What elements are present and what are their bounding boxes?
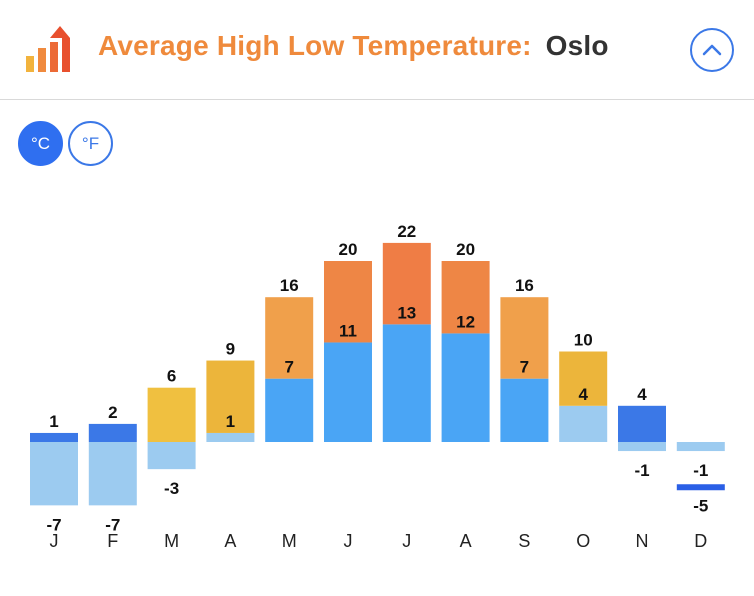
low-bar [441, 333, 490, 442]
low-value-label: -1 [634, 461, 649, 480]
high-bar [382, 242, 431, 325]
low-bar [382, 324, 431, 442]
temperature-chart: 1-7J2-7F6-3M91A167M2011J2213J2012A167S10… [30, 222, 725, 551]
low-value-label: 13 [397, 303, 416, 322]
high-bar [265, 297, 314, 379]
low-bar [265, 378, 314, 442]
high-bar [559, 351, 608, 406]
low-value-label: 7 [284, 358, 293, 377]
high-value-label: 20 [339, 240, 358, 259]
low-bar [147, 442, 196, 470]
low-value-label: 7 [520, 358, 529, 377]
bar-chart-up-arrow-icon [26, 26, 70, 72]
collapse-button[interactable] [690, 28, 734, 72]
high-value-label: 20 [456, 240, 475, 259]
high-value-label: 16 [515, 276, 534, 295]
month-tick-label: J [50, 531, 59, 551]
high-value-label: 1 [49, 412, 58, 431]
chevron-up-icon [702, 44, 722, 56]
fahrenheit-toggle-button[interactable]: °F [68, 121, 113, 166]
low-value-label: 11 [339, 321, 357, 340]
high-value-label: 10 [574, 331, 593, 350]
celsius-toggle-button[interactable]: °C [18, 121, 63, 166]
low-value-label: -7 [105, 515, 120, 534]
city-name: Oslo [545, 30, 609, 61]
low-value-label: -3 [164, 479, 179, 498]
high-bar [30, 432, 78, 442]
high-bar [88, 423, 137, 442]
month-tick-label: M [282, 531, 297, 551]
low-value-label: 1 [226, 412, 235, 431]
month-tick-label: A [224, 531, 236, 551]
month-tick-label: F [107, 531, 118, 551]
high-bar [618, 405, 666, 442]
high-value-label: 16 [280, 276, 299, 295]
high-value-label: 4 [637, 385, 647, 404]
month-tick-label: A [460, 531, 472, 551]
low-value-label: 12 [456, 312, 475, 331]
high-value-label: 2 [108, 403, 117, 422]
high-bar [147, 387, 196, 442]
high-value-label: 6 [167, 367, 176, 386]
month-tick-label: D [694, 531, 707, 551]
high-bar [324, 261, 372, 343]
high-bar [206, 360, 255, 433]
header-bar: Average High Low Temperature: Oslo [0, 0, 754, 100]
low-value-label: -1 [693, 461, 708, 480]
month-tick-label: S [518, 531, 530, 551]
low-value-label: -7 [46, 515, 61, 534]
month-tick-label: J [344, 531, 353, 551]
month-tick-label: M [164, 531, 179, 551]
month-tick-label: O [576, 531, 590, 551]
high-bar [500, 297, 549, 379]
month-tick-label: N [636, 531, 649, 551]
title-text: Average High Low Temperature: [98, 30, 532, 61]
month-tick-label: J [402, 531, 411, 551]
low-value-label: 4 [578, 385, 588, 404]
low-bar [500, 378, 549, 442]
low-bar [30, 442, 78, 506]
high-value-label: 9 [226, 340, 235, 359]
high-bar [676, 484, 725, 491]
high-bar [441, 261, 490, 334]
high-value-label: 22 [397, 222, 416, 241]
low-bar [618, 442, 666, 452]
page-title: Average High Low Temperature: Oslo [98, 30, 609, 62]
low-bar [559, 405, 608, 442]
low-bar [88, 442, 137, 506]
high-value-label: -5 [693, 496, 708, 515]
low-bar [206, 432, 255, 442]
low-bar [676, 442, 725, 452]
low-bar [324, 342, 372, 442]
